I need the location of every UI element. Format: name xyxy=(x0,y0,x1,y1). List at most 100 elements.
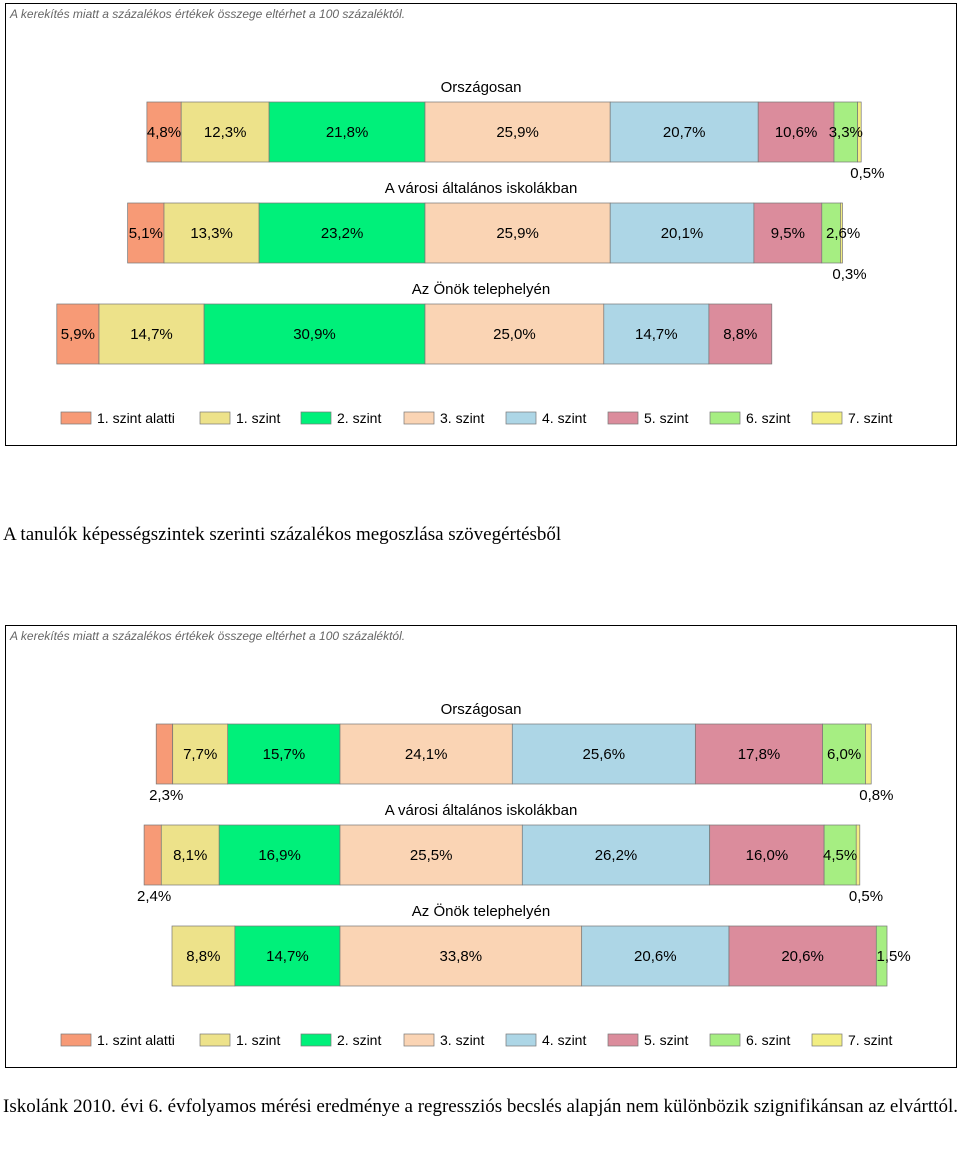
rounding-note: A kerekítés miatt a százalékos értékek ö… xyxy=(10,7,406,21)
data-label: 3,3% xyxy=(829,124,863,141)
stacked-bar-chart-bottom: Országosan 2,3% 7,7% 15,7% 24,1% 25,6% 17,8% 6,… xyxy=(60,701,911,1048)
data-label: 16,9% xyxy=(258,847,301,864)
legend-swatch xyxy=(709,411,741,425)
legend-label: 5. szint xyxy=(644,410,688,426)
legend-swatch xyxy=(403,1033,435,1047)
bar-segment-2 xyxy=(98,303,205,365)
data-label: 9,5% xyxy=(771,225,805,242)
legend-label: 4. szint xyxy=(542,410,586,426)
stacked-bar-chart-top: Országosan 4,8% 12,3% 21,8% 25,9% 20,7% 10,6% 3… xyxy=(56,79,892,426)
legend-swatch xyxy=(300,411,332,425)
data-label: 5,9% xyxy=(61,326,95,343)
legend-swatch xyxy=(505,411,537,425)
group-title: A városi általános iskolákban xyxy=(385,802,578,819)
bar-segment-6 xyxy=(708,303,773,365)
bar-segment-8 xyxy=(857,101,862,163)
data-label: 13,3% xyxy=(190,225,233,242)
group-title: Országosan xyxy=(441,79,522,96)
data-label: 12,3% xyxy=(204,124,247,141)
data-label: 10,6% xyxy=(775,124,818,141)
data-label: 20,7% xyxy=(663,124,706,141)
bar-segment-4 xyxy=(424,303,605,365)
data-label: 16,0% xyxy=(746,847,789,864)
bar-segment-3 xyxy=(218,824,341,886)
bar-segment-3 xyxy=(234,925,341,987)
group-title: Az Önök telephelyén xyxy=(412,902,550,920)
legend-swatch xyxy=(811,411,843,425)
bar-segment-5 xyxy=(581,925,730,987)
group-title: A városi általános iskolákban xyxy=(385,180,578,197)
legend-label: 3. szint xyxy=(440,410,484,426)
data-label: 4,5% xyxy=(823,847,857,864)
bar-segment-6 xyxy=(728,925,877,987)
group-title: Az Önök telephelyén xyxy=(412,280,550,298)
chart-panel-top: A kerekítés miatt a százalékos értékek ö… xyxy=(5,3,957,446)
legend-label: 2. szint xyxy=(337,1032,381,1048)
legend-swatch xyxy=(403,411,435,425)
data-label: 25,0% xyxy=(493,326,536,343)
data-label: 8,8% xyxy=(186,948,220,965)
data-label: 8,8% xyxy=(723,326,757,343)
legend-label: 5. szint xyxy=(644,1032,688,1048)
data-label: 2,3% xyxy=(149,787,183,804)
data-label: 17,8% xyxy=(738,746,781,763)
legend-swatch xyxy=(300,1033,332,1047)
data-label: 2,4% xyxy=(137,888,171,905)
legend-label: 7. szint xyxy=(848,410,892,426)
bar-segment-6 xyxy=(709,824,825,886)
chart-caption-reading: A tanulók képességszintek szerinti száza… xyxy=(3,524,562,545)
bar-segment-1 xyxy=(56,303,100,365)
chart-panel-bottom: A kerekítés miatt a százalékos értékek ö… xyxy=(5,625,957,1068)
bar-segment-5 xyxy=(511,723,696,785)
data-label: 6,0% xyxy=(827,746,861,763)
legend-swatch xyxy=(60,1033,92,1047)
bar-segment-4 xyxy=(339,925,583,987)
bar-segment-6 xyxy=(757,101,835,163)
data-label: 25,5% xyxy=(410,847,453,864)
legend-label: 6. szint xyxy=(746,410,790,426)
data-label: 25,6% xyxy=(583,746,626,763)
data-label: 5,1% xyxy=(129,225,163,242)
bar-segment-5 xyxy=(609,101,759,163)
legend-label: 1. szint xyxy=(236,410,280,426)
legend-label: 7. szint xyxy=(848,1032,892,1048)
data-label: 14,7% xyxy=(130,326,173,343)
bar-segment-8 xyxy=(855,824,861,886)
legend-label: 1. szint xyxy=(236,1032,280,1048)
data-label: 0,8% xyxy=(859,787,893,804)
data-label: 14,7% xyxy=(635,326,678,343)
bar-segment-1 xyxy=(143,824,162,886)
legend-swatch xyxy=(607,411,639,425)
bar-segment-2 xyxy=(160,824,220,886)
legend-label: 3. szint xyxy=(440,1032,484,1048)
legend-swatch xyxy=(709,1033,741,1047)
legend-swatch xyxy=(505,1033,537,1047)
bar-segment-7 xyxy=(875,925,888,987)
legend-swatch xyxy=(811,1033,843,1047)
legend-swatch xyxy=(607,1033,639,1047)
data-label: 1,5% xyxy=(876,948,910,965)
data-label: 0,5% xyxy=(849,888,883,905)
data-label: 25,9% xyxy=(496,124,539,141)
bar-segment-3 xyxy=(203,303,426,365)
data-label: 4,8% xyxy=(147,124,181,141)
bar-segment-6 xyxy=(753,202,823,264)
bar-segment-5 xyxy=(609,202,755,264)
data-label: 21,8% xyxy=(326,124,369,141)
bar-segment-2 xyxy=(163,202,260,264)
data-label: 15,7% xyxy=(263,746,306,763)
bar-segment-4 xyxy=(339,723,513,785)
bar-segment-8 xyxy=(840,202,843,264)
bar-segment-7 xyxy=(822,723,866,785)
rounding-note: A kerekítés miatt a százalékos értékek ö… xyxy=(10,629,406,643)
chart-caption-result: Iskolánk 2010. évi 6. évfolyamos mérési … xyxy=(3,1096,958,1117)
data-label: 33,8% xyxy=(440,948,483,965)
bar-segment-1 xyxy=(155,723,173,785)
bar-segment-8 xyxy=(865,723,872,785)
data-label: 23,2% xyxy=(321,225,364,242)
legend-label: 2. szint xyxy=(337,410,381,426)
bar-segment-4 xyxy=(424,101,611,163)
data-label: 20,6% xyxy=(781,948,824,965)
bar-segment-3 xyxy=(227,723,341,785)
bar-segment-7 xyxy=(823,824,857,886)
